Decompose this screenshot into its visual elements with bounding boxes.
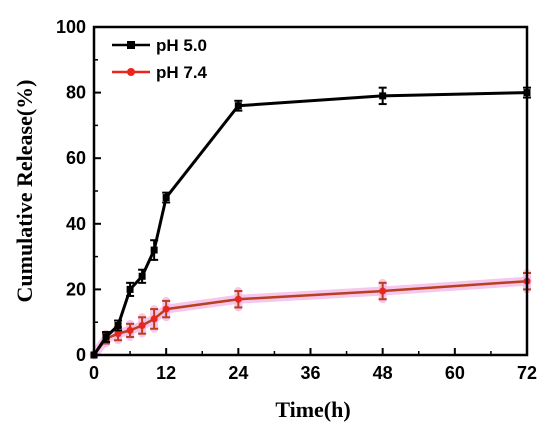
data-point <box>138 321 146 329</box>
data-point <box>102 333 110 341</box>
legend-item-ph-7-4: pH 7.4 <box>112 63 208 82</box>
data-point <box>114 330 122 338</box>
axes: 0 12 24 36 48 60 72 0 20 40 60 80 100 <box>56 17 537 383</box>
x-tick-label: 36 <box>300 363 320 383</box>
x-tick-label: 72 <box>517 363 537 383</box>
y-axis-label: Cumulative Release(%) <box>12 79 37 302</box>
data-point <box>150 246 158 254</box>
data-point <box>162 305 170 313</box>
x-axis-label: Time(h) <box>275 397 350 422</box>
x-tick-label: 24 <box>228 363 248 383</box>
data-point <box>138 272 146 280</box>
data-point <box>162 194 170 202</box>
x-tick-label: 48 <box>373 363 393 383</box>
y-tick-label: 20 <box>66 279 86 299</box>
series-ph-7-4 <box>89 269 532 360</box>
legend-marker-ph-5 <box>127 41 135 49</box>
series-glow <box>89 276 532 360</box>
legend-marker-ph-7-4 <box>127 68 135 76</box>
x-tick-label: 60 <box>445 363 465 383</box>
y-tick-label: 80 <box>66 83 86 103</box>
legend-label-ph-7-4: pH 7.4 <box>156 63 208 82</box>
data-point <box>150 315 158 323</box>
legend: pH 5.0 pH 7.4 <box>112 36 208 82</box>
data-point <box>126 326 134 334</box>
y-tick-label: 100 <box>56 17 86 37</box>
legend-item-ph-5: pH 5.0 <box>112 36 207 55</box>
series-line <box>92 91 528 356</box>
y-tick-label: 40 <box>66 214 86 234</box>
legend-label-ph-5: pH 5.0 <box>156 36 207 55</box>
data-point <box>234 102 242 110</box>
data-point <box>126 285 134 293</box>
x-tick-label: 12 <box>156 363 176 383</box>
plot-area <box>89 86 532 360</box>
y-tick-label: 60 <box>66 148 86 168</box>
data-point <box>379 287 387 295</box>
x-tick-label: 0 <box>89 363 99 383</box>
y-tick-label: 0 <box>76 345 86 365</box>
series-line <box>92 279 528 356</box>
data-point <box>379 92 387 100</box>
data-point <box>234 295 242 303</box>
data-point <box>114 321 122 329</box>
